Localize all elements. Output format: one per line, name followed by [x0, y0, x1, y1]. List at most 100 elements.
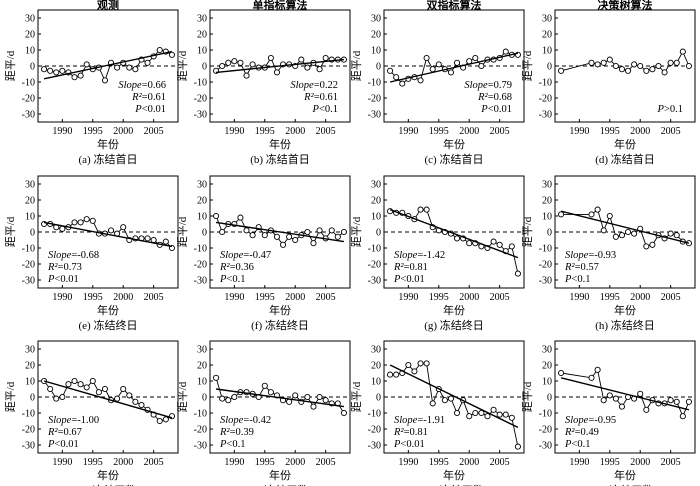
data-point — [114, 64, 121, 71]
data-point — [77, 219, 84, 226]
data-point — [667, 397, 674, 404]
y-tick-label: -30 — [368, 276, 381, 287]
y-tick-label: 10 — [25, 212, 35, 223]
y-tick-label: 20 — [197, 30, 207, 41]
y-tick-label: -10 — [368, 409, 381, 420]
panel-caption: (h) 冻结终日 — [595, 318, 655, 332]
data-point — [340, 409, 347, 417]
data-point — [453, 235, 461, 242]
y-tick-label: 20 — [542, 361, 552, 372]
data-point — [71, 74, 78, 81]
data-point — [279, 241, 287, 248]
panel-caption: (a) 冻结首日 — [79, 152, 138, 166]
data-point — [387, 208, 394, 215]
data-point — [393, 371, 400, 378]
y-tick-label: -20 — [368, 425, 381, 436]
series-line — [561, 368, 690, 418]
data-point — [41, 66, 48, 73]
y-tick-label: 30 — [371, 14, 381, 25]
y-tick-label: -20 — [539, 260, 552, 271]
y-tick-label: 10 — [371, 46, 381, 57]
data-point — [249, 61, 256, 68]
y-tick-label: 20 — [25, 361, 35, 372]
data-point — [399, 80, 406, 87]
trend-line — [389, 364, 519, 429]
data-point — [624, 228, 632, 236]
data-point — [514, 270, 521, 277]
data-point — [594, 61, 601, 68]
stat-label: R²=0.81 — [393, 427, 428, 438]
chart-panel-2: -30 -20 -10 0 10 20 30 1990 1995 2000 2005 Slope=0.… — [176, 0, 351, 166]
stat-label: R²=0.49 — [564, 427, 599, 438]
data-point — [126, 64, 133, 71]
data-point — [423, 54, 430, 62]
y-tick-label: 30 — [371, 180, 381, 191]
y-tick-label: -10 — [22, 409, 35, 420]
data-point — [588, 374, 595, 381]
data-point — [95, 389, 102, 396]
stat-label: R²=0.73 — [47, 262, 82, 273]
x-tick-label: 1995 — [83, 126, 103, 137]
data-point — [101, 77, 109, 84]
data-point — [219, 228, 226, 236]
data-point — [59, 67, 66, 74]
data-point — [304, 228, 311, 236]
data-point — [673, 59, 680, 66]
trend-line — [43, 221, 173, 248]
chart-panel-1: -30 -20 -10 0 10 20 30 1990 1995 2000 2005 Slope=0.… — [4, 0, 179, 166]
stat-label: R²=0.57 — [564, 262, 599, 273]
data-point — [441, 397, 448, 404]
stat-label: P<0.1 — [219, 439, 245, 450]
data-point — [261, 232, 268, 239]
y-tick-label: -10 — [368, 244, 381, 255]
data-point — [107, 227, 115, 234]
y-tick-label: 20 — [371, 196, 381, 207]
data-point — [679, 413, 686, 420]
x-tick-label: 1990 — [569, 126, 589, 137]
y-tick-label: 30 — [542, 345, 552, 356]
trend-line — [389, 208, 519, 259]
data-point — [292, 236, 299, 244]
y-tick-label: 30 — [542, 14, 552, 25]
data-point — [478, 409, 485, 417]
y-tick-label: -20 — [368, 94, 381, 105]
y-tick-label: -30 — [194, 276, 207, 287]
data-point — [286, 233, 293, 240]
trend-line — [215, 388, 345, 408]
stat-label: Slope=0.66 — [118, 80, 166, 91]
y-tick-label: -20 — [22, 94, 35, 105]
x-axis-label: 年份 — [269, 468, 291, 482]
y-tick-label: 0 — [30, 393, 35, 404]
data-point — [219, 395, 226, 402]
stat-label: R²=0.68 — [477, 92, 512, 103]
stat-label: Slope=-1.91 — [394, 415, 445, 426]
y-tick-label: -30 — [368, 441, 381, 452]
y-tick-label: -30 — [22, 441, 35, 452]
data-point — [661, 69, 668, 76]
y-tick-label: -20 — [539, 425, 552, 436]
y-tick-label: 30 — [25, 180, 35, 191]
trend-line — [560, 210, 690, 244]
y-tick-label: 20 — [25, 196, 35, 207]
panel-caption: (i) 冻结天数 — [79, 483, 136, 486]
data-point — [673, 232, 680, 239]
data-point — [618, 232, 626, 239]
data-point — [447, 69, 455, 76]
y-tick-label: -20 — [194, 425, 207, 436]
data-point — [132, 398, 139, 405]
x-tick-label: 1995 — [255, 457, 275, 468]
y-tick-label: -20 — [22, 425, 35, 436]
data-point — [594, 206, 601, 213]
y-tick-label: -30 — [539, 441, 552, 452]
data-point — [53, 395, 60, 402]
data-point — [606, 212, 613, 220]
x-tick-label: 2005 — [490, 126, 510, 137]
data-point — [472, 409, 479, 417]
stat-label: P<0.01 — [47, 439, 79, 450]
data-point — [417, 360, 424, 367]
data-point — [267, 54, 274, 62]
data-point — [316, 66, 323, 73]
y-tick-label: -10 — [22, 244, 35, 255]
data-point — [65, 381, 72, 388]
y-tick-label: 0 — [376, 393, 381, 404]
